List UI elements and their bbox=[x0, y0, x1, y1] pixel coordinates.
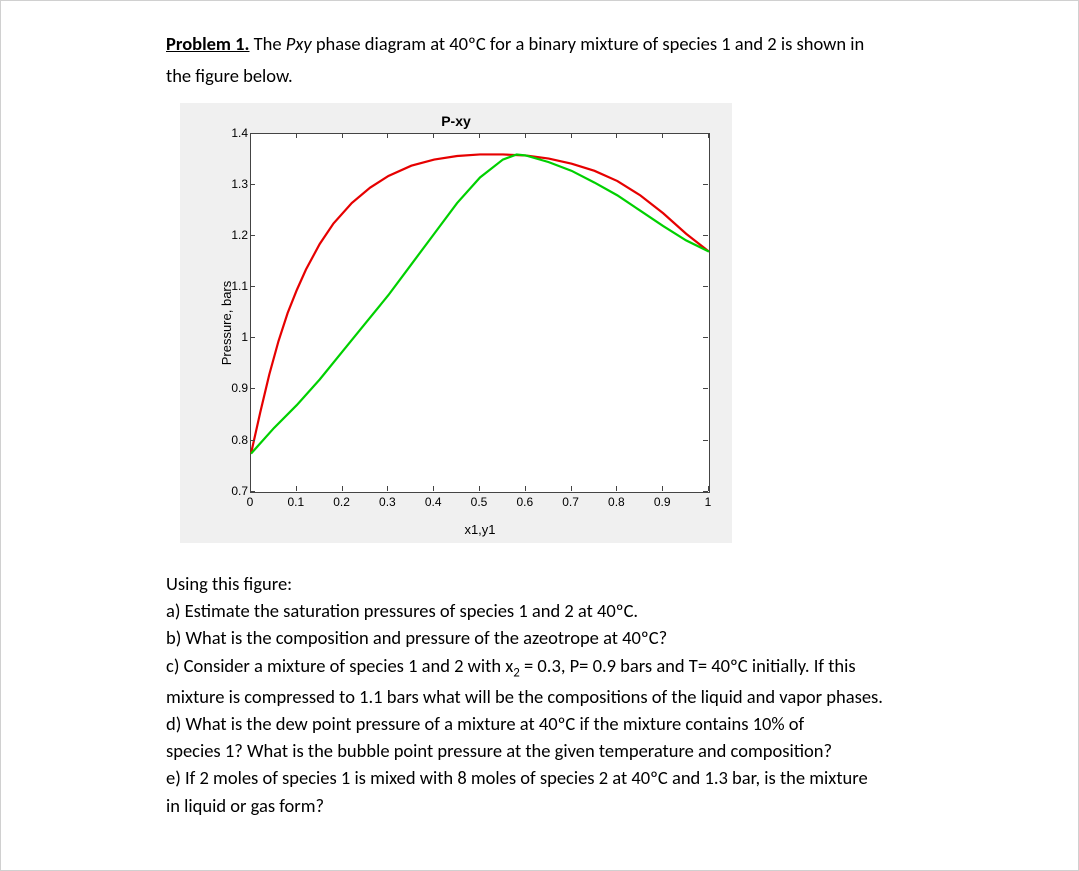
questions-block: Using this figure: a) Estimate the satur… bbox=[166, 571, 968, 819]
xtick-mark bbox=[296, 133, 297, 138]
chart-curves-svg bbox=[251, 134, 709, 492]
xtick-label: 0.8 bbox=[608, 495, 625, 509]
ytick-label: 1.2 bbox=[231, 228, 248, 242]
dew-curve bbox=[251, 154, 709, 453]
pxy-chart-panel: P-xy Pressure, bars x1,y1 0.70.80.911.11… bbox=[180, 103, 732, 543]
question-d-line2: species 1? What is the bubble point pres… bbox=[166, 738, 968, 764]
ytick-mark bbox=[703, 491, 708, 492]
ytick-mark bbox=[250, 235, 255, 236]
xtick-label: 1 bbox=[705, 495, 712, 509]
xtick-mark bbox=[571, 486, 572, 491]
xtick-mark bbox=[571, 133, 572, 138]
xtick-mark bbox=[708, 486, 709, 491]
document-page: Problem 1. The Pxy phase diagram at 40ºC… bbox=[0, 0, 1079, 871]
xtick-label: 0 bbox=[247, 495, 254, 509]
ytick-mark bbox=[703, 388, 708, 389]
ytick-mark bbox=[703, 440, 708, 441]
xtick-mark bbox=[616, 486, 617, 491]
question-c-line1: c) Consider a mixture of species 1 and 2… bbox=[166, 653, 968, 683]
question-e-line2: in liquid or gas form? bbox=[166, 793, 968, 819]
ytick-mark bbox=[250, 440, 255, 441]
chart-xlabel: x1,y1 bbox=[250, 522, 710, 537]
xtick-label: 0.3 bbox=[379, 495, 396, 509]
ytick-mark bbox=[250, 286, 255, 287]
problem-heading: Problem 1. The Pxy phase diagram at 40ºC… bbox=[166, 31, 968, 57]
xtick-mark bbox=[433, 486, 434, 491]
ytick-label: 0.7 bbox=[231, 484, 248, 498]
ytick-mark bbox=[703, 235, 708, 236]
xtick-mark bbox=[250, 486, 251, 491]
xtick-mark bbox=[342, 486, 343, 491]
xtick-label: 0.9 bbox=[654, 495, 671, 509]
question-b: b) What is the composition and pressure … bbox=[166, 625, 968, 651]
xtick-mark bbox=[525, 133, 526, 138]
ytick-mark bbox=[250, 337, 255, 338]
question-e-line1: e) If 2 moles of species 1 is mixed with… bbox=[166, 765, 968, 791]
xtick-label: 0.2 bbox=[333, 495, 350, 509]
xtick-label: 0.1 bbox=[287, 495, 304, 509]
ytick-mark bbox=[703, 184, 708, 185]
ytick-label: 1.4 bbox=[231, 126, 248, 140]
xtick-mark bbox=[662, 486, 663, 491]
xtick-label: 0.6 bbox=[516, 495, 533, 509]
xtick-mark bbox=[342, 133, 343, 138]
question-c-line2: mixture is compressed to 1.1 bars what w… bbox=[166, 684, 968, 710]
ytick-label: 1.3 bbox=[231, 177, 248, 191]
ytick-mark bbox=[703, 337, 708, 338]
ytick-mark bbox=[250, 388, 255, 389]
xtick-mark bbox=[479, 133, 480, 138]
xtick-mark bbox=[296, 486, 297, 491]
xtick-mark bbox=[479, 486, 480, 491]
problem-title-post: phase diagram at 40ºC for a binary mixtu… bbox=[312, 32, 865, 55]
xtick-label: 0.4 bbox=[425, 495, 442, 509]
ytick-label: 0.8 bbox=[231, 433, 248, 447]
ytick-label: 0.9 bbox=[231, 381, 248, 395]
bubble-curve bbox=[251, 154, 709, 453]
xtick-mark bbox=[433, 133, 434, 138]
xtick-mark bbox=[708, 133, 709, 138]
ytick-mark bbox=[250, 184, 255, 185]
question-d-line1: d) What is the dew point pressure of a m… bbox=[166, 711, 968, 737]
questions-intro: Using this figure: bbox=[166, 571, 968, 597]
problem-title-pre: The bbox=[254, 32, 286, 55]
ytick-mark bbox=[250, 491, 255, 492]
ytick-mark bbox=[703, 286, 708, 287]
problem-subtitle: the figure below. bbox=[166, 63, 968, 89]
xtick-mark bbox=[387, 486, 388, 491]
xtick-mark bbox=[525, 486, 526, 491]
xtick-mark bbox=[387, 133, 388, 138]
question-a: a) Estimate the saturation pressures of … bbox=[166, 598, 968, 624]
xtick-mark bbox=[616, 133, 617, 138]
problem-title-italic: Pxy bbox=[286, 32, 312, 55]
problem-label: Problem 1. bbox=[166, 32, 249, 55]
xtick-label: 0.5 bbox=[471, 495, 488, 509]
chart-title: P-xy bbox=[180, 113, 732, 129]
chart-plot-area bbox=[250, 133, 710, 493]
xtick-mark bbox=[662, 133, 663, 138]
xtick-label: 0.7 bbox=[562, 495, 579, 509]
ytick-label: 1.1 bbox=[231, 279, 248, 293]
ytick-label: 1 bbox=[241, 330, 248, 344]
xtick-mark bbox=[250, 133, 251, 138]
